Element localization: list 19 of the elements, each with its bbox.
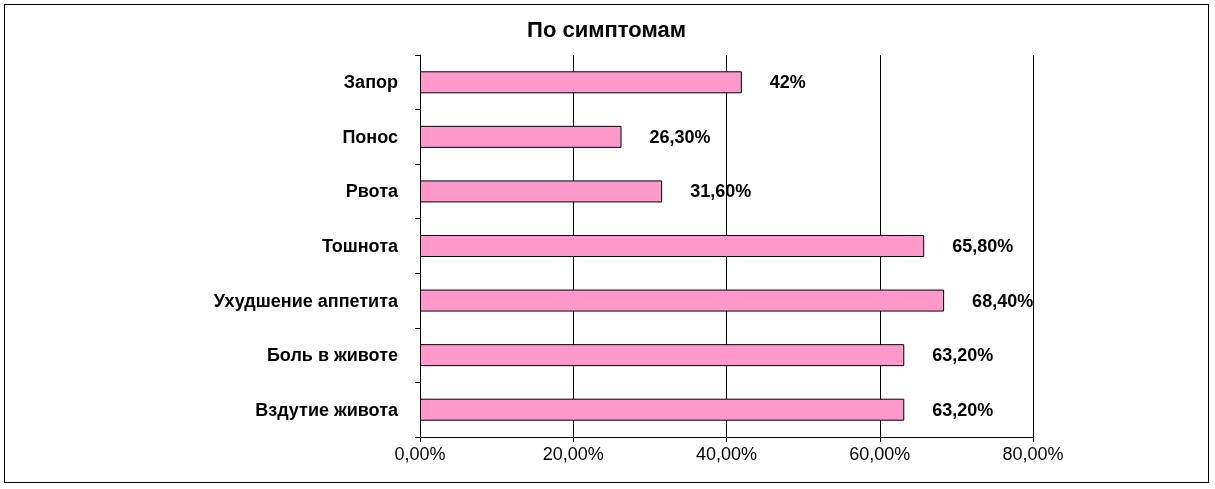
chart-title: По симптомам bbox=[527, 16, 686, 42]
data-label: 26,30% bbox=[649, 126, 711, 147]
x-tick-label: 20,00% bbox=[542, 444, 604, 464]
y-tick-label: Понос bbox=[342, 126, 398, 147]
data-label: 63,20% bbox=[932, 399, 994, 420]
x-tick-label: 80,00% bbox=[1002, 444, 1064, 464]
x-tick-label: 0,00% bbox=[394, 444, 446, 464]
y-tick-label: Вздутие живота bbox=[255, 399, 399, 420]
y-tick-label: Боль в животе bbox=[266, 345, 398, 366]
y-tick-label: Рвота bbox=[345, 181, 399, 202]
data-label: 65,80% bbox=[952, 236, 1014, 256]
data-label: 63,20% bbox=[932, 345, 994, 366]
data-label: 68,40% bbox=[972, 290, 1034, 311]
data-label: 42% bbox=[769, 72, 806, 93]
y-tick-label: Тошнота bbox=[321, 236, 399, 256]
y-tick-label: Ухудшение аппетита bbox=[213, 290, 399, 311]
x-tick-label: 60,00% bbox=[849, 444, 911, 464]
y-tick-label: Запор bbox=[343, 72, 398, 93]
x-tick-label: 40,00% bbox=[695, 444, 758, 464]
